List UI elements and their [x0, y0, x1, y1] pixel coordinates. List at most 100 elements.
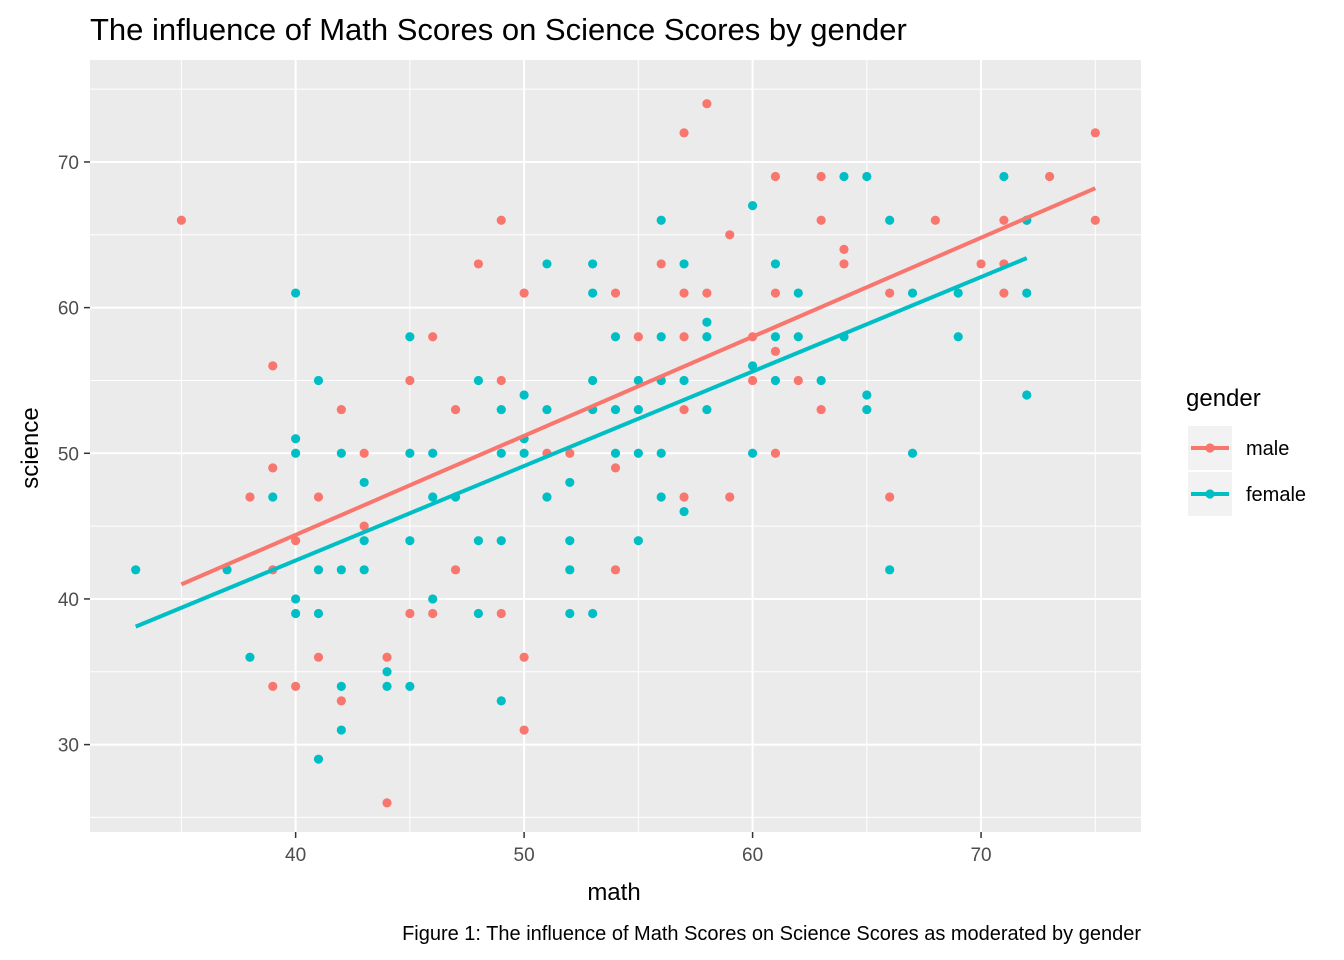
- data-point-female: [565, 536, 575, 546]
- data-point-female: [885, 565, 895, 575]
- fit-line-male: [180, 186, 1097, 587]
- data-point-male: [679, 492, 689, 502]
- data-point-female: [473, 608, 484, 619]
- data-point-female: [793, 288, 803, 298]
- data-point-male: [359, 521, 369, 531]
- y-tick-label: 60: [58, 299, 79, 320]
- data-point-male: [450, 404, 461, 415]
- data-point-female: [405, 332, 415, 342]
- data-point-male: [1090, 128, 1100, 138]
- x-tick-label: 60: [742, 845, 763, 866]
- data-point-male: [770, 346, 781, 356]
- data-point-female: [862, 404, 872, 415]
- legend-label-female: female: [1246, 484, 1306, 506]
- points-layer: [131, 99, 1100, 808]
- data-point-male: [999, 215, 1009, 225]
- data-point-female: [633, 404, 643, 415]
- data-point-male: [816, 171, 826, 182]
- data-point-female: [610, 404, 621, 415]
- data-point-male: [313, 652, 324, 662]
- data-point-male: [725, 492, 735, 502]
- data-point-female: [291, 288, 301, 298]
- data-point-male: [359, 448, 369, 458]
- data-point-female: [542, 404, 552, 415]
- data-point-male: [885, 492, 895, 502]
- data-point-female: [359, 536, 369, 546]
- data-point-male: [450, 565, 461, 575]
- axes-layer: 40 50 60 70 30 40 50 60 70: [58, 153, 992, 866]
- data-point-male: [679, 288, 689, 298]
- x-tick-label: 50: [514, 845, 535, 866]
- legend-label-male: male: [1246, 438, 1289, 460]
- data-point-female: [633, 375, 643, 386]
- data-point-female: [610, 332, 621, 342]
- data-point-male: [976, 259, 986, 269]
- data-point-male: [428, 608, 438, 619]
- data-point-male: [1090, 215, 1100, 225]
- data-point-female: [907, 288, 918, 298]
- data-point-female: [291, 608, 301, 619]
- data-point-female: [770, 375, 781, 386]
- data-point-female: [313, 375, 324, 386]
- data-point-female: [336, 725, 346, 735]
- data-point-female: [496, 536, 506, 546]
- plot-panel: [90, 60, 1141, 832]
- data-point-male: [291, 536, 301, 546]
- data-point-female: [313, 608, 324, 619]
- data-point-male: [770, 288, 781, 298]
- fit-lines-layer: [134, 186, 1097, 629]
- data-point-female: [428, 492, 438, 502]
- data-point-female: [473, 536, 484, 546]
- data-point-male: [679, 128, 689, 138]
- data-point-male: [519, 725, 529, 735]
- data-point-female: [702, 332, 712, 342]
- data-point-female: [382, 681, 392, 691]
- data-point-female: [702, 404, 712, 415]
- data-point-female: [428, 594, 438, 604]
- fit-line-female: [134, 256, 1028, 629]
- data-point-male: [245, 492, 255, 502]
- data-point-male: [565, 448, 575, 458]
- data-point-female: [565, 477, 575, 488]
- data-point-female: [405, 448, 415, 458]
- data-point-male: [405, 608, 415, 619]
- data-point-female: [428, 448, 438, 458]
- x-tick-label: 40: [285, 845, 306, 866]
- data-point-male: [610, 565, 621, 575]
- minor-gridlines: [90, 60, 1141, 832]
- data-point-female: [656, 332, 666, 342]
- data-point-male: [428, 332, 438, 342]
- data-point-male: [496, 608, 506, 619]
- data-point-female: [839, 171, 849, 182]
- data-point-female: [382, 667, 392, 677]
- data-point-male: [336, 696, 346, 706]
- data-point-female: [953, 332, 963, 342]
- data-point-male: [336, 404, 346, 415]
- data-point-male: [268, 361, 278, 371]
- data-point-female: [679, 259, 689, 269]
- data-point-female: [588, 608, 598, 619]
- data-point-female: [793, 332, 803, 342]
- data-point-male: [816, 215, 826, 225]
- data-point-male: [770, 171, 781, 182]
- data-point-female: [656, 448, 666, 458]
- data-point-female: [747, 361, 758, 371]
- data-point-female: [862, 171, 872, 182]
- y-tick-label: 50: [58, 444, 79, 465]
- data-point-female: [519, 390, 529, 400]
- data-point-female: [473, 375, 484, 386]
- data-point-female: [336, 565, 346, 575]
- legend-key-point-male: [1205, 443, 1215, 453]
- legend-title: gender: [1186, 385, 1261, 412]
- data-point-female: [405, 681, 415, 691]
- data-point-male: [839, 244, 849, 254]
- data-point-female: [770, 332, 781, 342]
- data-point-female: [496, 696, 506, 706]
- data-point-female: [565, 565, 575, 575]
- data-point-male: [405, 375, 415, 386]
- data-point-male: [496, 375, 506, 386]
- data-point-male: [633, 332, 643, 342]
- data-point-male: [176, 215, 186, 225]
- data-point-female: [770, 259, 781, 269]
